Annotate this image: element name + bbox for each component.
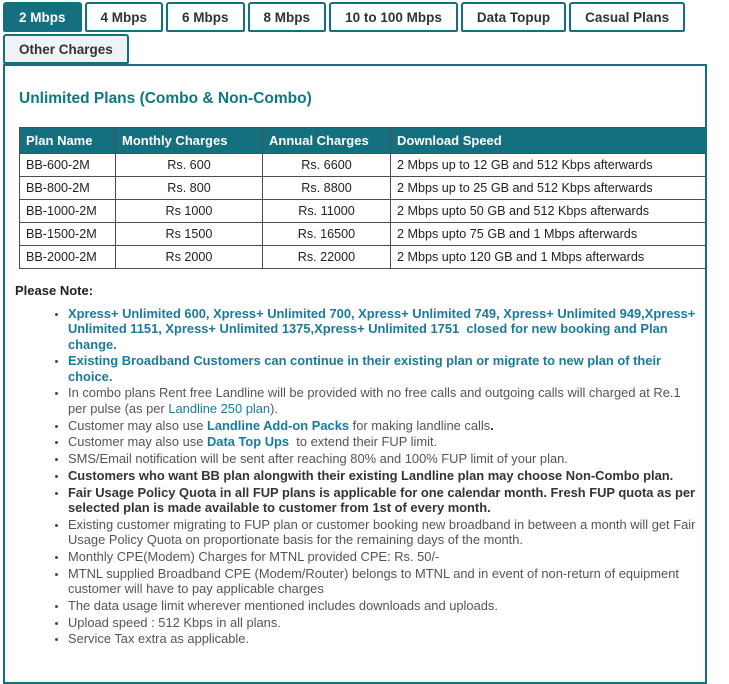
tab-4-mbps[interactable]: 4 Mbps xyxy=(84,2,164,32)
note-text: Customer may also use xyxy=(68,417,207,433)
tab-10-to-100-mbps[interactable]: 10 to 100 Mbps xyxy=(329,2,458,32)
data-top-ups-link[interactable]: Data Top Ups xyxy=(206,434,290,450)
note-item: Upload speed : 512 Kbps in all plans. xyxy=(68,615,699,630)
cell-monthly-charges: Rs 1000 xyxy=(115,199,263,223)
landline-250-plan-link[interactable]: Landline 250 plan xyxy=(168,400,271,416)
tab-8-mbps[interactable]: 8 Mbps xyxy=(247,2,327,32)
cell-plan-name: BB-1500-2M xyxy=(19,222,116,246)
note-text: MTNL supplied Broadband CPE (Modem/Route… xyxy=(68,565,683,597)
cell-monthly-charges: Rs. 800 xyxy=(115,176,263,200)
note-item: Existing Broadband Customers can continu… xyxy=(68,353,699,384)
note-item: Monthly CPE(Modem) Charges for MTNL prov… xyxy=(68,549,699,564)
notes-list: Xpress+ Unlimited 600, Xpress+ Unlimited… xyxy=(11,306,699,647)
plan-speed-tabs: 2 Mbps 4 Mbps 6 Mbps 8 Mbps 10 to 100 Mbps Da… xyxy=(3,2,729,32)
note-item: Service Tax extra as applicable. xyxy=(68,631,699,646)
cell-download-speed: 2 Mbps upto 50 GB and 512 Kbps afterward… xyxy=(390,199,705,223)
tab-2-mbps[interactable]: 2 Mbps xyxy=(3,2,82,32)
cell-plan-name: BB-600-2M xyxy=(19,153,116,177)
tab-6-mbps[interactable]: 6 Mbps xyxy=(166,2,245,32)
cell-annual-charges: Rs. 6600 xyxy=(262,153,391,177)
note-item: In combo plans Rent free Landline will b… xyxy=(68,385,699,416)
note-item: Xpress+ Unlimited 600, Xpress+ Unlimited… xyxy=(68,306,699,352)
note-text: SMS/Email notification will be sent afte… xyxy=(68,451,568,467)
note-text: Customers who want BB plan alongwith the… xyxy=(68,467,674,483)
cell-annual-charges: Rs. 11000 xyxy=(262,199,391,223)
note-text: ). xyxy=(270,400,278,416)
column-header-monthly-charges: Monthly Charges xyxy=(115,127,263,154)
note-text: . xyxy=(490,417,494,433)
cell-plan-name: BB-1000-2M xyxy=(19,199,116,223)
note-item: Customer may also use Landline Add-on Pa… xyxy=(68,418,699,433)
note-item: Existing customer migrating to FUP plan … xyxy=(68,517,699,548)
please-note-heading: Please Note: xyxy=(15,283,94,298)
note-text: Xpress+ Unlimited 600, Xpress+ Unlimited… xyxy=(68,306,699,352)
note-item: MTNL supplied Broadband CPE (Modem/Route… xyxy=(68,566,699,597)
cell-monthly-charges: Rs 1500 xyxy=(115,222,263,246)
broadband-plans-page: 2 Mbps 4 Mbps 6 Mbps 8 Mbps 10 to 100 Mbps Da… xyxy=(0,0,729,649)
cell-download-speed: 2 Mbps upto 75 GB and 1 Mbps afterwards xyxy=(390,222,705,246)
tab-casual-plans[interactable]: Casual Plans xyxy=(569,2,686,32)
section-title: Unlimited Plans (Combo & Non-Combo) xyxy=(19,90,312,107)
note-item: Fair Usage Policy Quota in all FUP plans… xyxy=(68,485,699,516)
other-charges-tab-row: Other Charges xyxy=(3,34,729,64)
cell-plan-name: BB-2000-2M xyxy=(19,245,116,269)
table-row: BB-800-2M Rs. 800 Rs. 8800 2 Mbps up to 25 … xyxy=(19,176,705,200)
note-text: Fair Usage Policy Quota in all FUP plans… xyxy=(68,484,699,516)
table-row: BB-600-2M Rs. 600 Rs. 6600 2 Mbps up to 12 … xyxy=(19,153,705,177)
cell-download-speed: 2 Mbps up to 12 GB and 512 Kbps afterwar… xyxy=(390,153,705,177)
table-row: BB-1500-2M Rs 1500 Rs. 16500 2 Mbps upto 75… xyxy=(19,222,705,246)
cell-annual-charges: Rs. 16500 xyxy=(262,222,391,246)
cell-download-speed: 2 Mbps up to 25 GB and 512 Kbps afterwar… xyxy=(390,176,705,200)
column-header-plan-name: Plan Name xyxy=(19,127,116,154)
landline-add-on-packs-link[interactable]: Landline Add-on Packs xyxy=(206,417,350,433)
cell-annual-charges: Rs. 22000 xyxy=(262,245,391,269)
note-text: Existing Broadband Customers can continu… xyxy=(68,353,665,384)
note-item: SMS/Email notification will be sent afte… xyxy=(68,451,699,466)
note-text: Service Tax extra as applicable. xyxy=(68,631,250,647)
note-item: Customers who want BB plan alongwith the… xyxy=(68,468,699,483)
tab-data-topup[interactable]: Data Topup xyxy=(460,2,567,32)
cell-annual-charges: Rs. 8800 xyxy=(262,176,391,200)
table-row: BB-1000-2M Rs 1000 Rs. 11000 2 Mbps upto 50… xyxy=(19,199,705,223)
plans-table: Plan Name Monthly Charges Annual Charges Do… xyxy=(19,127,705,269)
note-text: Monthly CPE(Modem) Charges for MTNL prov… xyxy=(68,548,440,564)
column-header-download-speed: Download Speed xyxy=(390,127,705,154)
cell-download-speed: 2 Mbps upto 120 GB and 1 Mbps afterwards xyxy=(390,245,705,269)
tab-content-panel: Unlimited Plans (Combo & Non-Combo) Plan… xyxy=(3,64,707,684)
note-text: The data usage limit wherever mentioned … xyxy=(68,597,498,613)
tab-other-charges[interactable]: Other Charges xyxy=(3,34,129,64)
note-text: Upload speed : 512 Kbps in all plans. xyxy=(68,614,281,630)
note-text: In combo plans Rent free Landline will b… xyxy=(68,385,685,416)
note-item: The data usage limit wherever mentioned … xyxy=(68,598,699,613)
note-text: for making landline calls xyxy=(349,417,491,433)
table-header-row: Plan Name Monthly Charges Annual Charges Do… xyxy=(19,127,705,154)
note-text: Customer may also use xyxy=(68,434,207,450)
column-header-annual-charges: Annual Charges xyxy=(262,127,391,154)
table-row: BB-2000-2M Rs 2000 Rs. 22000 2 Mbps upto 12… xyxy=(19,245,705,269)
note-text: Existing customer migrating to FUP plan … xyxy=(68,516,700,548)
cell-plan-name: BB-800-2M xyxy=(19,176,116,200)
note-text: to extend their FUP limit. xyxy=(289,434,438,450)
cell-monthly-charges: Rs. 600 xyxy=(115,153,263,177)
note-item: Customer may also use Data Top Ups to ex… xyxy=(68,434,699,449)
cell-monthly-charges: Rs 2000 xyxy=(115,245,263,269)
